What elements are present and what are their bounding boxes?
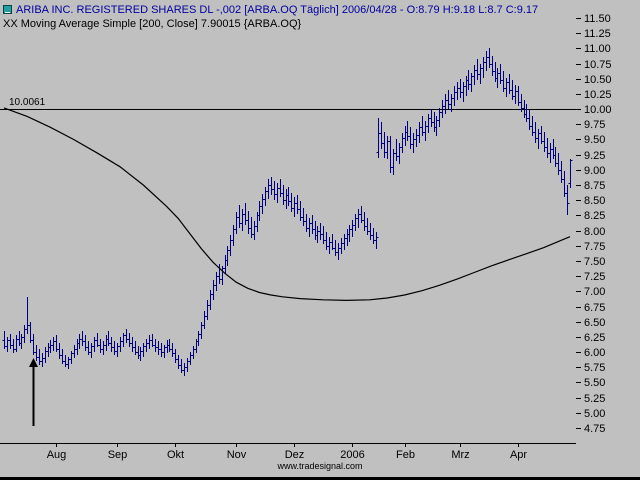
y-axis-label: 9.25 xyxy=(584,150,605,162)
y-axis-label: 6.00 xyxy=(584,347,605,359)
y-axis-label: 5.00 xyxy=(584,408,605,420)
y-axis-label: 10.25 xyxy=(584,89,612,101)
x-axis-month-label: 2006 xyxy=(340,449,364,461)
x-axis-month-label: Apr xyxy=(510,449,527,461)
x-axis-month-label: Mrz xyxy=(451,449,469,461)
y-axis-label: 4.75 xyxy=(584,423,605,435)
y-axis-label: 7.00 xyxy=(584,286,605,298)
y-axis-label: 7.50 xyxy=(584,256,605,268)
y-axis-label: 9.75 xyxy=(584,119,605,131)
x-axis-month-label: Aug xyxy=(47,449,67,461)
y-axis-label: 5.75 xyxy=(584,362,605,374)
y-axis-label: 9.50 xyxy=(584,134,605,146)
y-axis-label: 8.75 xyxy=(584,180,605,192)
hline-value-label: 10.0061 xyxy=(9,96,46,108)
y-axis-label: 11.00 xyxy=(584,43,611,55)
y-axis-label: 11.50 xyxy=(584,13,611,25)
watermark: www.tradesignal.com xyxy=(277,461,363,471)
y-axis-label: 7.25 xyxy=(584,271,605,283)
y-axis-label: 6.75 xyxy=(584,302,605,314)
y-axis-label: 9.00 xyxy=(584,165,605,177)
y-axis-label: 8.00 xyxy=(584,226,605,238)
x-axis-month-label: Dez xyxy=(285,449,305,461)
y-axis-label: 8.25 xyxy=(584,210,605,222)
x-axis-month-label: Sep xyxy=(108,449,128,461)
y-axis-label: 8.50 xyxy=(584,195,605,207)
y-axis-label: 10.75 xyxy=(584,59,612,71)
y-axis-label: 6.50 xyxy=(584,317,605,329)
arrow-annotation-head xyxy=(29,358,38,367)
x-axis-month-label: Okt xyxy=(167,449,184,461)
y-axis-label: 5.50 xyxy=(584,377,605,389)
x-axis-month-label: Feb xyxy=(396,449,415,461)
x-axis-month-label: Nov xyxy=(227,449,247,461)
moving-average-line xyxy=(3,107,571,302)
y-axis-label: 6.25 xyxy=(584,332,605,344)
window-bottom-border xyxy=(0,477,640,480)
y-axis-label: 10.50 xyxy=(584,74,612,86)
instrument-title-line: ARIBA INC. REGISTERED SHARES DL -,002 [A… xyxy=(16,4,539,16)
indicator-label-line: XX Moving Average Simple [200, Close] 7.… xyxy=(3,18,302,30)
y-axis-label: 11.25 xyxy=(584,28,611,40)
y-axis-label: 5.25 xyxy=(584,393,605,405)
instrument-icon xyxy=(3,5,12,14)
y-axis-label: 10.00 xyxy=(584,104,612,116)
y-axis-label: 7.75 xyxy=(584,241,605,253)
price-bars xyxy=(2,48,573,376)
